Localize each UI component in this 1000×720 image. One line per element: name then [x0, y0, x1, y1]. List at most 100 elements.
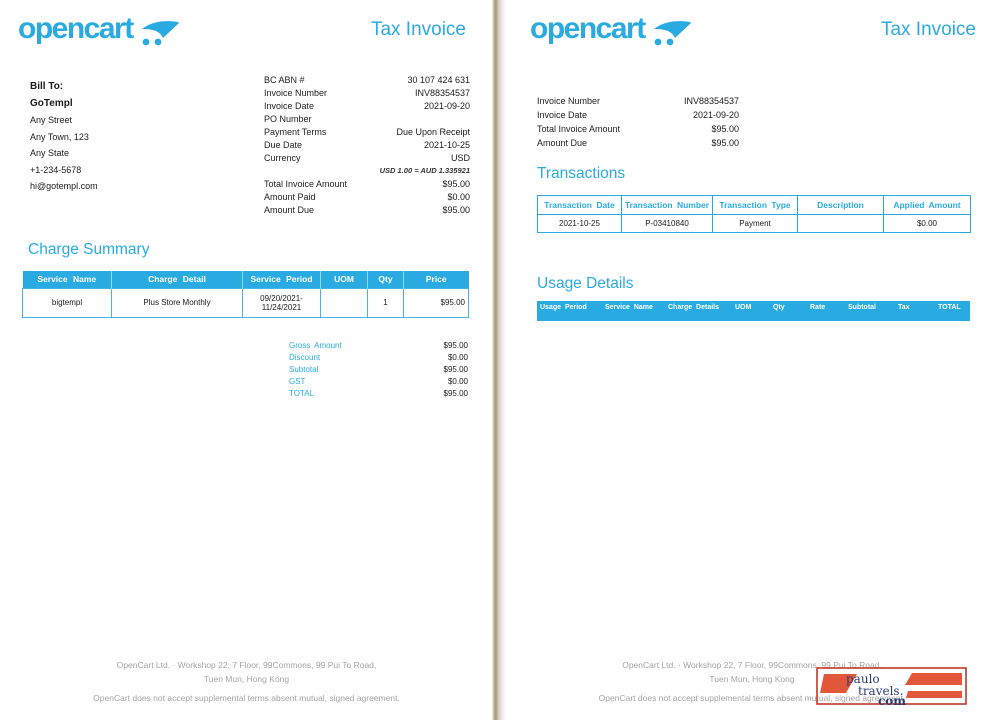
bill-to-line: Any Town, 123	[30, 131, 89, 142]
invoice-info-block: BC ABN # 30 107 424 631 Invoice Number I…	[264, 74, 470, 217]
transactions-table: Transaction Date Transaction Number Tran…	[537, 195, 971, 233]
total-label: Discount	[289, 353, 321, 362]
column-header: Service Period	[242, 271, 321, 288]
column-header: UOM	[320, 271, 368, 288]
cell-transaction-type: Payment	[712, 214, 798, 233]
total-label: Subtotal	[289, 365, 319, 374]
cell-service-period: 09/20/2021-11/24/2021	[242, 287, 321, 318]
info-row: Currency USD	[264, 152, 470, 165]
column-header: Charge Detail	[111, 271, 243, 288]
cell-qty: 1	[367, 287, 404, 318]
column-header: Usage Period	[540, 304, 587, 311]
total-value: $95.00	[443, 389, 468, 398]
info-row: Invoice Number INV88354537	[537, 94, 739, 108]
info-label: PO Number	[264, 114, 312, 124]
stamp-left-shape	[820, 674, 857, 693]
amount-value: $95.00	[442, 179, 470, 189]
column-header: Charge Details	[668, 304, 720, 311]
invoice-summary-block: Invoice Number INV88354537 Invoice Date …	[537, 94, 739, 150]
table-row: bigtempl Plus Store Monthly 09/20/2021-1…	[22, 287, 469, 318]
amount-row: Total Invoice Amount $95.00	[264, 178, 470, 191]
cell-uom	[320, 287, 368, 318]
table-row: 2021-10-25 P-03410840 Payment $0.00	[537, 214, 971, 233]
info-row: Amount Due $95.00	[537, 136, 739, 150]
cell-charge-detail: Plus Store Monthly	[111, 287, 243, 318]
info-row: Total Invoice Amount $95.00	[537, 122, 739, 136]
page-footer: OpenCart Ltd. · Workshop 22, 7 Floor, 99…	[2, 658, 491, 705]
info-label: Amount Due	[537, 138, 588, 148]
footer-address-line1: OpenCart Ltd. · Workshop 22, 7 Floor, 99…	[116, 660, 377, 670]
opencart-logo-text: opencart	[530, 12, 646, 45]
column-header: UOM	[735, 304, 752, 311]
shopping-cart-icon	[653, 21, 691, 46]
total-label: GST	[289, 377, 306, 386]
stamp-right-top-bar	[905, 673, 962, 685]
bill-to-name: GoTempl	[30, 97, 73, 109]
amount-value: $0.00	[447, 192, 470, 202]
column-header: Description	[797, 195, 884, 215]
stamp-text-line1: paulo	[846, 672, 880, 686]
info-row: Invoice Date 2021-09-20	[264, 100, 470, 113]
info-value: 2021-09-20	[692, 110, 739, 120]
info-value: USD	[450, 153, 470, 163]
info-value: INV88354537	[414, 88, 470, 98]
column-header: Transaction Number	[621, 195, 713, 215]
amount-value: $95.00	[442, 205, 470, 215]
total-row: TOTAL $95.00	[289, 388, 468, 400]
amount-row: Amount Paid $0.00	[264, 191, 470, 204]
column-header: Rate	[810, 304, 826, 311]
page-footer: OpenCart Ltd. · Workshop 22, 7 Floor, 99…	[506, 658, 998, 705]
info-value: INV88354537	[683, 96, 739, 106]
cell-applied-amount: $0.00	[883, 214, 971, 233]
info-label: BC ABN #	[264, 75, 305, 85]
column-header: Qty	[773, 304, 785, 311]
info-value: 2021-10-25	[423, 140, 470, 150]
charge-summary-heading: Charge Summary	[28, 241, 150, 258]
exchange-rate-note: USD 1.00 = AUD 1.335921	[379, 166, 470, 175]
opencart-logo-text: opencart	[18, 12, 134, 45]
info-label: Total Invoice Amount	[537, 124, 621, 134]
amount-row: Amount Due $95.00	[264, 204, 470, 217]
footer-terms: OpenCart does not accept supplemental te…	[93, 693, 400, 703]
paulo-travels-stamp: paulo travels. com	[816, 667, 967, 707]
info-label: Due Date	[264, 140, 303, 150]
info-label: Payment Terms	[264, 127, 327, 137]
column-header: Tax	[898, 304, 910, 311]
total-row: Gross Amount $95.00	[289, 340, 468, 352]
bill-to-label: Bill To:	[30, 81, 64, 92]
info-row: Payment Terms Due Upon Receipt	[264, 126, 470, 139]
total-row: GST $0.00	[289, 376, 468, 388]
bill-to-line: Any Street	[30, 115, 73, 125]
column-header: Service Name	[22, 271, 112, 288]
amount-label: Total Invoice Amount	[264, 179, 348, 189]
info-value: $95.00	[711, 138, 739, 148]
cell-transaction-number: P-03410840	[621, 214, 713, 233]
column-header: Service Name	[605, 304, 653, 311]
column-header: Applied Amount	[883, 195, 971, 215]
info-label: Invoice Number	[537, 96, 601, 106]
totals-block: Gross Amount $95.00 Discount $0.00 Subto…	[289, 340, 468, 400]
column-header: Transaction Date	[537, 195, 622, 215]
transactions-header-row: Transaction Date Transaction Number Tran…	[537, 195, 971, 215]
info-row: PO Number	[264, 113, 470, 126]
info-label: Invoice Number	[264, 88, 328, 98]
footer-address-line1: OpenCart Ltd. · Workshop 22, 7 Floor, 99…	[622, 660, 882, 670]
total-value: $0.00	[447, 353, 468, 362]
info-row: Due Date 2021-10-25	[264, 139, 470, 152]
total-label: Gross Amount	[289, 341, 342, 350]
charge-summary-header-row: Service Name Charge Detail Service Perio…	[22, 271, 469, 288]
info-value: $95.00	[711, 124, 739, 134]
page-title: Tax Invoice	[370, 19, 466, 40]
cell-transaction-date: 2021-10-25	[537, 214, 622, 233]
usage-details-heading: Usage Details	[537, 275, 634, 292]
bill-to-block: Bill To: GoTempl Any Street Any Town, 12…	[30, 79, 98, 195]
amount-label: Amount Paid	[264, 192, 316, 202]
footer-address-line2: Tuen Mun, Hong Kong	[203, 674, 290, 684]
charge-summary-table: Service Name Charge Detail Service Perio…	[22, 271, 469, 318]
cell-service-name: bigtempl	[22, 287, 112, 318]
amount-label: Amount Due	[264, 205, 315, 215]
cell-price: $95.00	[403, 287, 469, 318]
bill-to-phone: +1-234-5678	[30, 164, 82, 175]
column-header: Price	[403, 271, 469, 288]
